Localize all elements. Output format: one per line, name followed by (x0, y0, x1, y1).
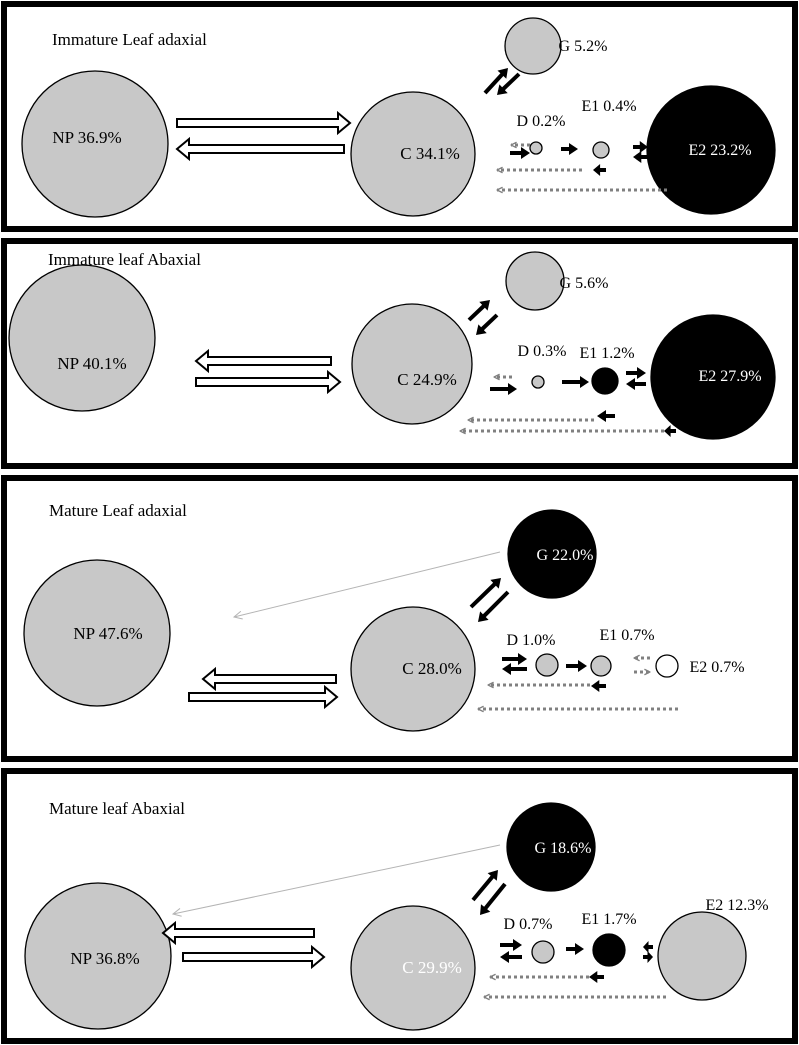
node-label-g: G 22.0% (537, 547, 594, 564)
transition-arrow (643, 951, 653, 963)
node-np (23, 559, 171, 707)
node-c (350, 905, 476, 1031)
transition-arrow (502, 653, 527, 665)
transition-arrow (593, 164, 606, 176)
transition-arrow (633, 141, 648, 153)
transition-arrow (510, 147, 530, 159)
node-c (350, 606, 476, 732)
node-label-g: G 5.2% (559, 38, 608, 55)
node-g (505, 251, 565, 311)
transition-arrow (591, 680, 606, 692)
transition-arrow (490, 383, 517, 395)
node-g (506, 802, 596, 892)
node-d (531, 375, 545, 389)
node-e2 (650, 314, 776, 440)
node-g (504, 17, 562, 75)
transition-arrow (497, 72, 521, 95)
transition-arrow (500, 939, 522, 951)
transition-arrow (502, 663, 527, 675)
panel-title: Mature leaf Abaxial (49, 799, 185, 818)
transition-arrow (469, 578, 501, 609)
panel-2: Immature leaf Abaxial NP 40.1% C 24.9% G 5.… (1, 238, 798, 469)
node-e2 (646, 85, 776, 215)
transition-arrow (478, 590, 510, 622)
node-d (529, 141, 543, 155)
node-e1 (592, 141, 610, 159)
arrow-g-to-np (173, 844, 501, 914)
node-label-e2: E2 27.9% (698, 368, 761, 385)
arrow-c-to-np (201, 666, 337, 692)
panel-title: Immature leaf Abaxial (48, 250, 201, 269)
node-label-e1: E1 1.2% (579, 345, 634, 362)
transition-arrow (566, 660, 587, 672)
arrow-c-to-np (161, 920, 315, 946)
node-e2 (657, 911, 747, 1001)
node-e1 (590, 655, 612, 677)
node-label-c: C 34.1% (400, 144, 460, 163)
panel-3: Mature Leaf adaxial NP 47.6% C 28.0% G 22.0… (1, 475, 798, 762)
node-label-np: NP 36.9% (52, 128, 121, 147)
node-label-d: D 1.0% (507, 632, 556, 649)
node-label-e2: E2 12.3% (705, 897, 768, 914)
node-label-c: C 29.9% (402, 958, 462, 977)
transition-arrow (467, 300, 490, 322)
transition-arrow (566, 943, 584, 955)
transition-arrow (471, 870, 498, 902)
node-e1 (591, 367, 619, 395)
transition-arrow (626, 367, 646, 379)
panel-1: Immature Leaf adaxial NP 36.9% C 34.1% G 5.… (1, 1, 798, 232)
node-c (351, 303, 473, 425)
arrow-np-to-c (176, 110, 352, 136)
panel-title: Immature Leaf adaxial (52, 30, 207, 49)
node-d (531, 940, 555, 964)
node-label-e1: E1 0.7% (599, 627, 654, 644)
panel-title: Mature Leaf adaxial (49, 501, 187, 520)
node-label-np: NP 47.6% (73, 624, 142, 643)
transition-arrow (476, 313, 499, 335)
panel-4: Mature leaf Abaxial NP 36.8% C 29.9% G 18.6… (1, 768, 798, 1044)
arrow-np-to-c (182, 944, 326, 970)
arrow-c-to-np (194, 348, 332, 374)
node-label-np: NP 36.8% (70, 949, 139, 968)
arrow-c-to-np (175, 136, 345, 162)
node-g (507, 509, 597, 599)
transition-arrow (500, 951, 522, 963)
node-np (24, 882, 172, 1030)
transition-arrow (597, 410, 615, 422)
node-label-g: G 18.6% (535, 840, 592, 857)
transition-arrow (480, 882, 507, 915)
node-label-e2: E2 0.7% (689, 659, 744, 676)
arrow-g-to-np (234, 551, 501, 617)
node-label-e1: E1 0.4% (581, 98, 636, 115)
transition-arrow (483, 68, 508, 95)
transition-arrow (633, 151, 648, 163)
transition-arrow (562, 376, 589, 388)
node-c (350, 91, 476, 217)
node-label-g: G 5.6% (560, 275, 609, 292)
transition-arrow (626, 378, 646, 390)
node-label-e2: E2 23.2% (688, 142, 751, 159)
node-label-c: C 28.0% (402, 659, 462, 678)
node-e1 (592, 933, 626, 967)
transition-arrow (589, 971, 604, 983)
node-label-d: D 0.2% (517, 113, 566, 130)
node-e2 (655, 654, 679, 678)
node-d (535, 653, 559, 677)
node-label-d: D 0.7% (504, 916, 553, 933)
node-label-e1: E1 1.7% (581, 911, 636, 928)
arrow-np-to-c (188, 684, 339, 710)
arrow-np-to-c (195, 369, 342, 395)
node-label-c: C 24.9% (397, 370, 457, 389)
transition-arrow (643, 941, 653, 953)
node-label-np: NP 40.1% (57, 354, 126, 373)
transition-arrow (664, 425, 676, 437)
node-label-d: D 0.3% (518, 343, 567, 360)
node-np (8, 264, 156, 412)
transition-arrow (561, 143, 578, 155)
node-np (21, 70, 169, 218)
